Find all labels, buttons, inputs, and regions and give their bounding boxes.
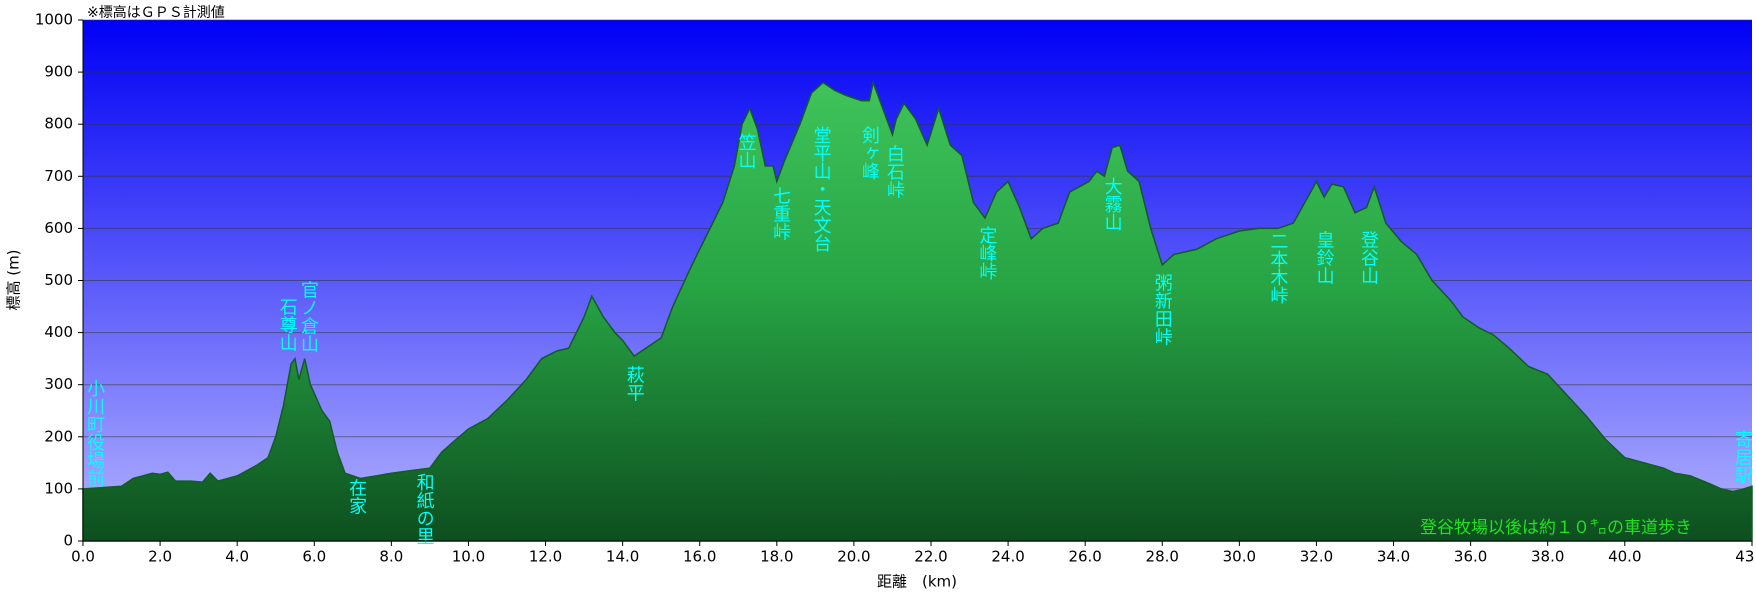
place-label: 官ノ倉山 xyxy=(298,280,319,352)
y-tick-label: 0 xyxy=(63,532,73,550)
y-tick-label: 900 xyxy=(44,63,73,81)
x-tick-label: 0.0 xyxy=(71,548,95,566)
x-tick-label: 40.0 xyxy=(1608,548,1641,566)
y-tick-label: 700 xyxy=(44,167,73,185)
x-tick-label: 8.0 xyxy=(379,548,403,566)
place-label: 萩平 xyxy=(624,365,645,401)
x-tick-label: 20.0 xyxy=(837,548,870,566)
place-label: 小川町役場前 xyxy=(84,379,105,487)
x-tick-label: 2.0 xyxy=(148,548,172,566)
x-tick-label: 18.0 xyxy=(760,548,793,566)
y-tick-label: 400 xyxy=(44,323,73,341)
x-tick-label: 24.0 xyxy=(991,548,1024,566)
place-label: 白石峠 xyxy=(884,144,905,198)
x-tick-label: 32.0 xyxy=(1300,548,1333,566)
place-label: 石尊山 xyxy=(277,298,298,352)
x-tick-label: 34.0 xyxy=(1377,548,1410,566)
x-axis-label: 距離 (km) xyxy=(877,573,957,591)
y-axis-label: 標高 (m) xyxy=(5,249,23,310)
place-label: 皇鈴山 xyxy=(1314,230,1335,284)
y-tick-label: 800 xyxy=(44,115,73,133)
elevation-area xyxy=(82,79,1753,542)
x-tick-label: 6.0 xyxy=(302,548,326,566)
place-label: 堂平山・天文台 xyxy=(811,126,832,252)
note: ※標高はＧＰＳ計測値 xyxy=(87,4,225,21)
x-tick-label: 43.3 xyxy=(1735,548,1756,566)
x-tick-label: 22.0 xyxy=(914,548,947,566)
place-label: 在家 xyxy=(346,478,367,514)
place-label: 寄居駅 xyxy=(1732,430,1753,485)
place-label: 二本木峠 xyxy=(1267,232,1288,304)
y-tick-label: 600 xyxy=(44,219,73,237)
x-tick-label: 36.0 xyxy=(1454,548,1487,566)
x-tick-label: 10.0 xyxy=(452,548,485,566)
x-tick-label: 28.0 xyxy=(1146,548,1179,566)
x-tick-label: 4.0 xyxy=(225,548,249,566)
x-tick-label: 14.0 xyxy=(606,548,639,566)
y-tick-label: 100 xyxy=(44,479,73,497)
footnote: 登谷牧場以後は約１０㌔の車道歩き xyxy=(1420,518,1692,538)
place-label: 大霧山 xyxy=(1102,177,1123,231)
place-label: 笠山 xyxy=(735,133,756,169)
x-tick-label: 38.0 xyxy=(1531,548,1564,566)
x-tick-label: 26.0 xyxy=(1068,548,1101,566)
y-tick-label: 300 xyxy=(44,375,73,393)
place-label: 和紙の里 xyxy=(414,473,435,545)
y-tick-label: 1000 xyxy=(35,11,73,29)
place-label: 剣ヶ峰 xyxy=(859,126,880,180)
place-label: 粥新田峠 xyxy=(1152,274,1173,346)
x-tick-label: 16.0 xyxy=(683,548,716,566)
x-tick-label: 30.0 xyxy=(1223,548,1256,566)
place-label: 登谷山 xyxy=(1358,230,1379,284)
place-label: 七重峠 xyxy=(770,187,791,241)
y-tick-label: 200 xyxy=(44,427,73,445)
x-tick-label: 12.0 xyxy=(529,548,562,566)
place-label: 定峰峠 xyxy=(976,226,997,280)
y-tick-label: 500 xyxy=(44,271,73,289)
